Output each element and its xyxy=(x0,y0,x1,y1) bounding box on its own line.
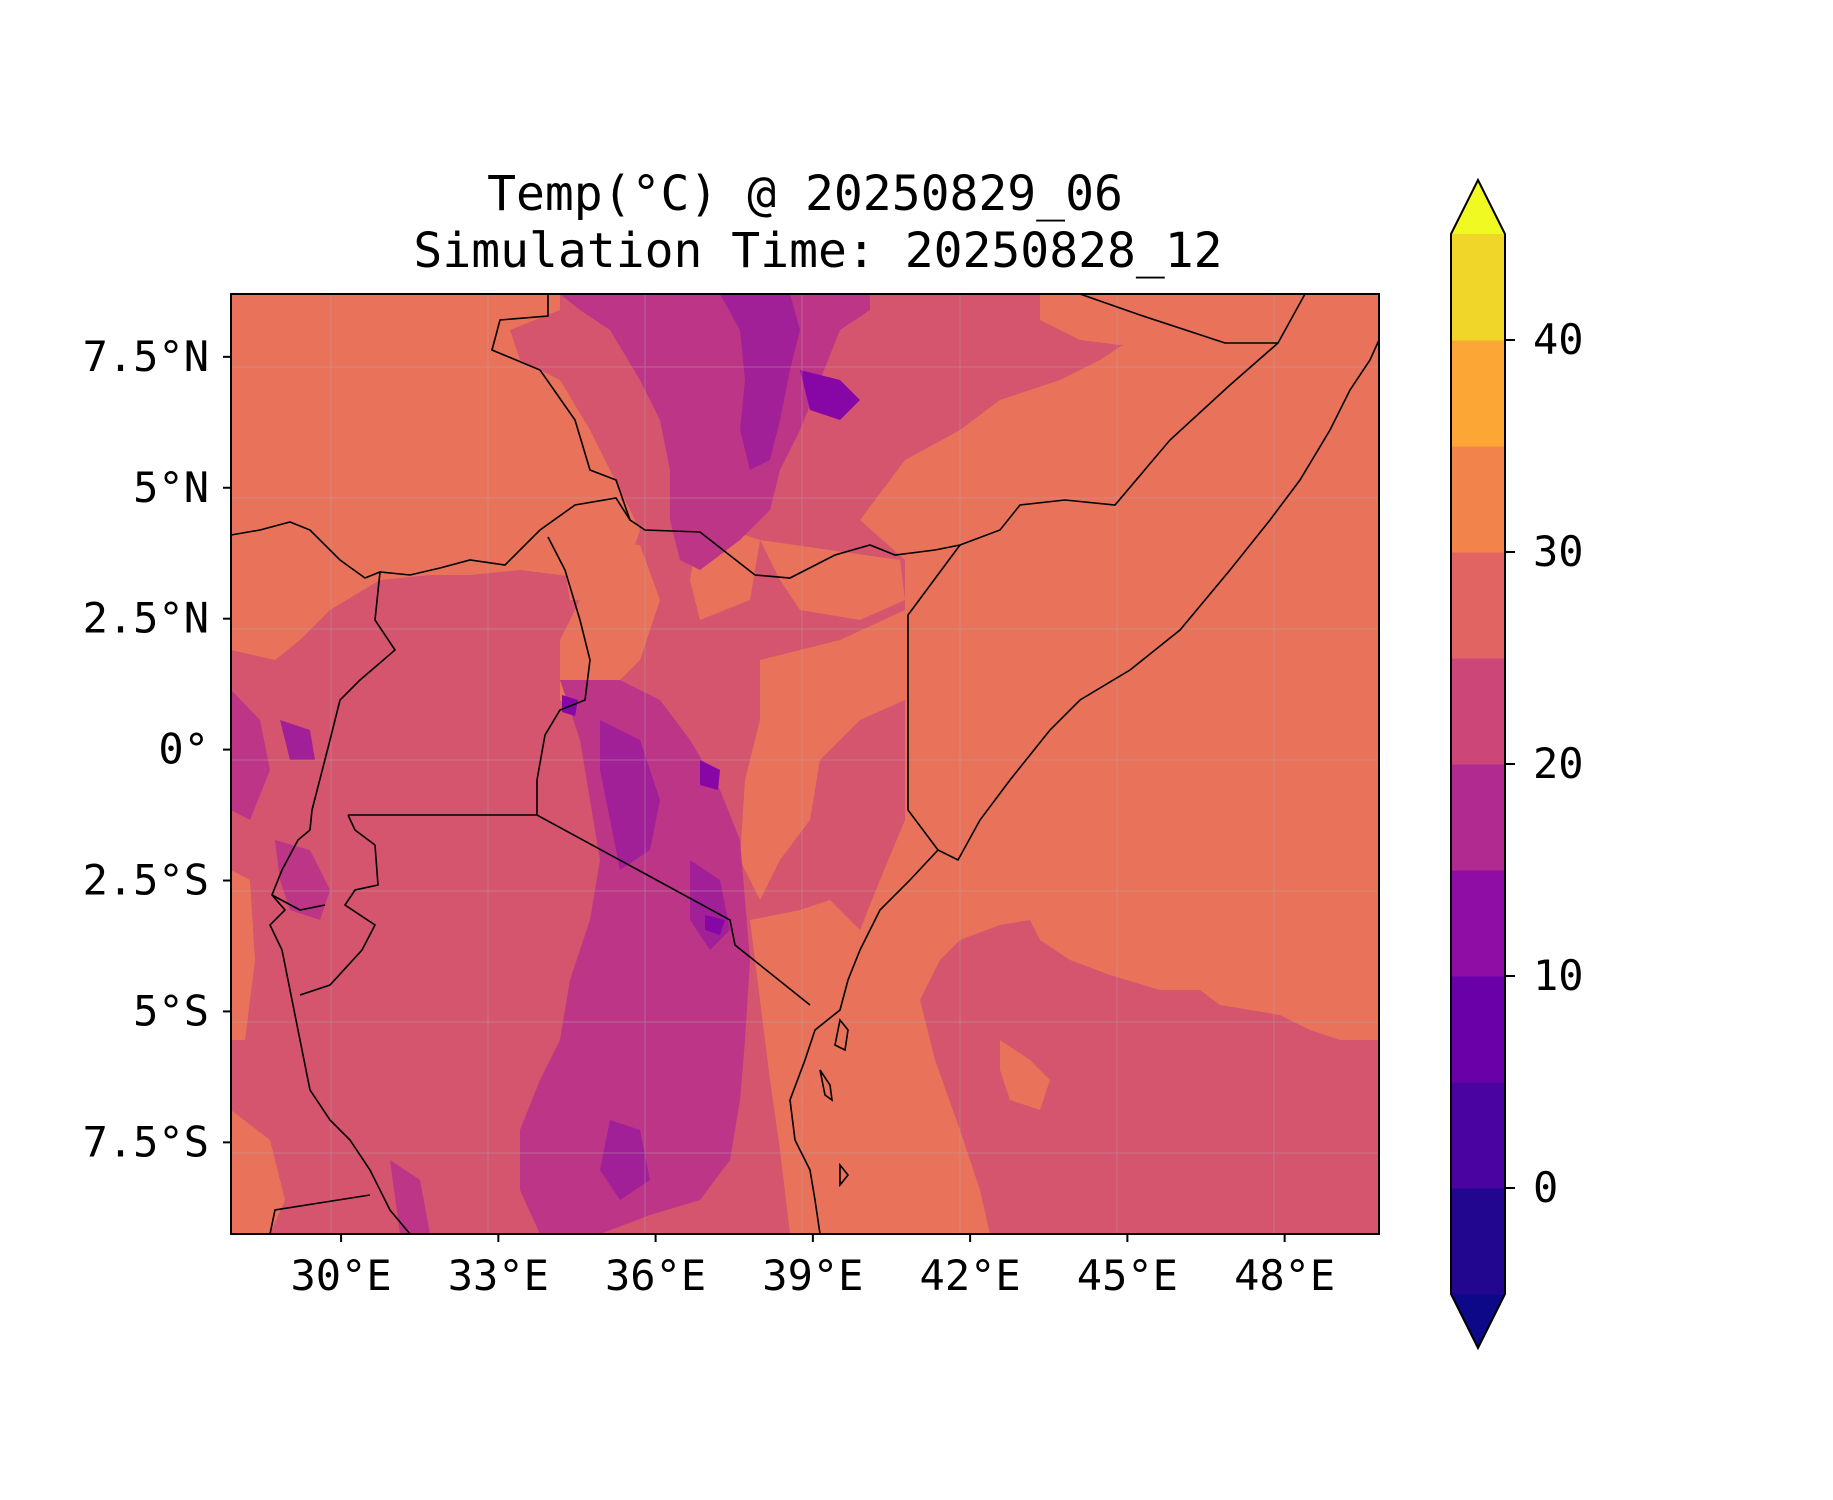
map-panel xyxy=(230,293,1380,1235)
field-15-20 xyxy=(231,294,870,1234)
y-tick-label: 7.5°S xyxy=(83,1117,209,1166)
y-tick-label: 7.5°N xyxy=(83,332,209,381)
y-tick-label: 5°S xyxy=(133,986,209,1035)
x-tick-label: 45°E xyxy=(1077,1251,1178,1300)
x-tick-label: 42°E xyxy=(920,1251,1021,1300)
colorbar-segment xyxy=(1451,552,1505,659)
y-tick-label: 5°N xyxy=(133,463,209,512)
colorbar-tick-label: 0 xyxy=(1533,1163,1558,1212)
y-axis-ticks: 7.5°N 5°N 2.5°N 0° 2.5°S 5°S 7.5°S xyxy=(83,332,231,1166)
colorbar-tick-label: 10 xyxy=(1533,951,1584,1000)
gridlines xyxy=(231,294,1379,1234)
title-line-1: Temp(°C) @ 20250829_06 xyxy=(487,166,1123,222)
colorbar-segment xyxy=(1451,234,1505,341)
y-tick-label: 0° xyxy=(158,725,209,774)
colorbar-outline xyxy=(1450,177,1506,1351)
colorbar-segment xyxy=(1451,658,1505,765)
title-line-2: Simulation Time: 20250828_12 xyxy=(413,223,1222,279)
map-frame xyxy=(230,293,1380,1235)
colorbar-tick-label: 20 xyxy=(1533,739,1584,788)
colorbar-tick-label: 40 xyxy=(1533,315,1584,364)
colorbar-segment xyxy=(1451,1082,1505,1189)
x-tick-label: 33°E xyxy=(448,1251,549,1300)
x-tick-label: 39°E xyxy=(762,1251,863,1300)
x-tick-label: 30°E xyxy=(291,1251,392,1300)
colorbar-segment xyxy=(1451,976,1505,1083)
country-borders xyxy=(231,294,1379,1234)
colorbar-segment xyxy=(1451,870,1505,977)
colorbar-extend-min xyxy=(1451,1294,1505,1348)
x-tick-label: 48°E xyxy=(1234,1251,1335,1300)
colorbar-segment xyxy=(1451,1188,1505,1295)
colorbar-extend-max xyxy=(1451,180,1505,234)
x-tick-label: 36°E xyxy=(605,1251,706,1300)
y-tick-label: 2.5°S xyxy=(83,856,209,905)
colorbar-segment xyxy=(1451,340,1505,447)
field-25-30 xyxy=(231,294,1379,1234)
colorbar-segment xyxy=(1451,764,1505,871)
colorbar-tick-label: 30 xyxy=(1533,527,1584,576)
x-axis-ticks: 30°E 33°E 36°E 39°E 42°E 45°E 48°E xyxy=(291,1234,1335,1300)
y-tick-label: 2.5°N xyxy=(83,594,209,643)
colorbar-segment xyxy=(1451,446,1505,553)
colorbar: 0 10 20 30 40 xyxy=(1450,177,1584,1351)
